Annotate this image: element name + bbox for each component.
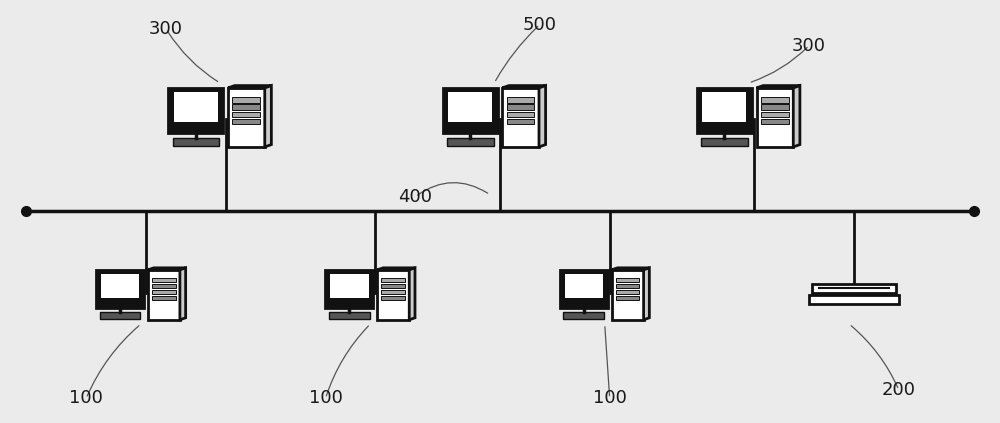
Polygon shape	[757, 85, 800, 88]
Polygon shape	[502, 85, 546, 88]
Bar	[447, 138, 494, 146]
Bar	[152, 278, 176, 282]
Bar	[812, 284, 896, 293]
FancyBboxPatch shape	[447, 138, 494, 146]
Bar	[232, 118, 260, 124]
Polygon shape	[409, 268, 415, 320]
Bar	[701, 138, 748, 146]
Bar	[702, 92, 746, 122]
Polygon shape	[228, 85, 271, 88]
FancyBboxPatch shape	[173, 138, 219, 146]
Polygon shape	[377, 268, 415, 270]
Bar	[381, 284, 405, 288]
Bar	[152, 296, 176, 300]
Bar	[96, 270, 144, 308]
Text: 300: 300	[149, 20, 183, 38]
Bar	[507, 104, 534, 110]
Bar	[325, 270, 373, 308]
Bar	[148, 270, 180, 320]
Bar	[697, 88, 752, 133]
Bar	[565, 274, 603, 299]
Bar	[616, 278, 639, 282]
Bar	[563, 312, 604, 319]
Bar	[616, 296, 639, 300]
Bar	[228, 88, 265, 147]
Bar	[507, 97, 534, 103]
Bar	[232, 97, 260, 103]
Text: 300: 300	[792, 36, 826, 55]
Bar	[381, 296, 405, 300]
Bar	[232, 112, 260, 117]
Polygon shape	[148, 268, 186, 270]
Polygon shape	[612, 268, 649, 270]
Text: 100: 100	[309, 390, 342, 407]
Bar	[173, 138, 219, 146]
Bar	[100, 312, 140, 319]
Bar	[381, 290, 405, 294]
Bar	[502, 88, 539, 147]
Bar	[448, 92, 492, 122]
FancyBboxPatch shape	[701, 138, 748, 146]
Bar	[507, 112, 534, 117]
Polygon shape	[539, 85, 546, 147]
Bar	[757, 88, 793, 147]
Bar	[560, 270, 608, 308]
FancyBboxPatch shape	[100, 312, 140, 319]
Bar	[152, 284, 176, 288]
Polygon shape	[644, 268, 649, 320]
Bar	[761, 118, 789, 124]
Bar	[152, 290, 176, 294]
Bar	[761, 112, 789, 117]
Bar	[101, 274, 139, 299]
Bar	[761, 104, 789, 110]
Text: 100: 100	[69, 390, 103, 407]
Bar	[616, 290, 639, 294]
Bar	[168, 88, 223, 133]
FancyBboxPatch shape	[563, 312, 604, 319]
Bar	[809, 295, 899, 304]
Polygon shape	[180, 268, 186, 320]
Text: 200: 200	[882, 381, 916, 399]
Bar	[377, 270, 409, 320]
Bar	[761, 97, 789, 103]
Bar	[329, 312, 370, 319]
Bar	[381, 278, 405, 282]
FancyBboxPatch shape	[329, 312, 370, 319]
Bar	[174, 92, 218, 122]
Bar	[507, 118, 534, 124]
Text: 500: 500	[523, 16, 557, 33]
Bar	[612, 270, 644, 320]
Text: 100: 100	[593, 390, 627, 407]
Polygon shape	[793, 85, 800, 147]
Bar	[330, 274, 369, 299]
Bar	[443, 88, 498, 133]
Text: 400: 400	[398, 188, 432, 206]
Bar	[616, 284, 639, 288]
Polygon shape	[265, 85, 271, 147]
Bar	[232, 104, 260, 110]
